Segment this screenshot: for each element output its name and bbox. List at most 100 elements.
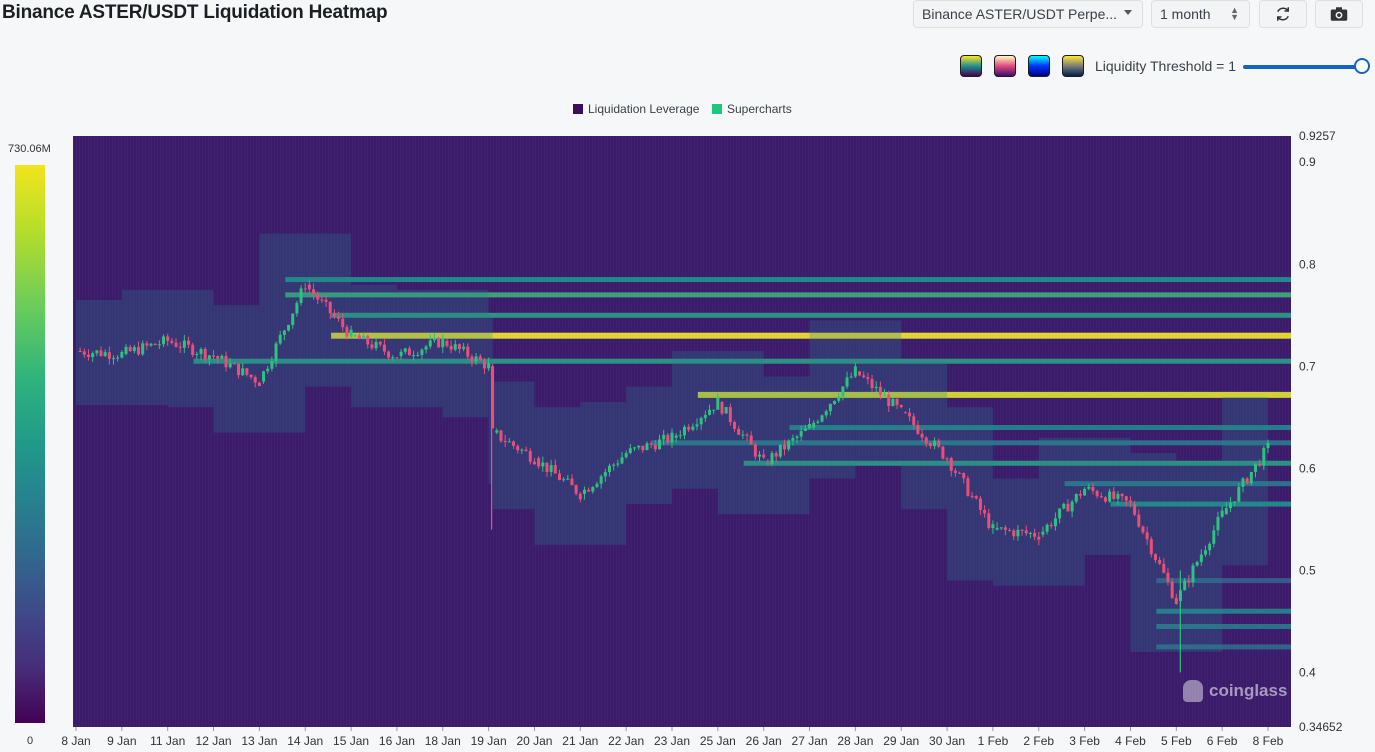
candle-body (1228, 502, 1232, 509)
candle-body (974, 496, 978, 499)
candle-body (612, 464, 616, 466)
candle-body (112, 358, 116, 360)
heatmap-texture-line (406, 136, 407, 727)
candle-body (503, 440, 507, 443)
heatmap-texture-line (955, 136, 956, 727)
heatmap-texture-line (835, 136, 836, 727)
heatmap-texture-line (1285, 136, 1286, 727)
liquidation-band (285, 277, 1291, 283)
colorbar (15, 165, 45, 723)
palette-viridis-button[interactable] (960, 55, 982, 77)
heatmap-texture-line (775, 136, 776, 727)
candle-body (991, 524, 995, 529)
heatmap-texture-line (1249, 136, 1250, 727)
heatmap-texture-line (250, 136, 251, 727)
heatmap-texture-line (484, 136, 485, 727)
heatmap-texture-line (631, 136, 632, 727)
candle-body (941, 446, 945, 459)
candle-body (78, 351, 82, 352)
candle-body (791, 438, 795, 441)
candle-body (91, 353, 95, 357)
candle-body (1016, 529, 1020, 537)
candle-body (466, 346, 470, 357)
heatmap-texture-line (1156, 136, 1157, 727)
heatmap-texture-line (1003, 136, 1004, 727)
period-select[interactable]: 1 month ▲ ▼ (1151, 0, 1250, 28)
liquidation-band (1156, 578, 1291, 584)
heatmap-texture-line (133, 136, 134, 727)
heatmap-texture-line (889, 136, 890, 727)
candle-body (632, 447, 636, 449)
refresh-icon (1277, 7, 1289, 21)
heatmap-texture-line (901, 136, 902, 727)
candle-body (837, 396, 841, 401)
candle-body (249, 374, 253, 378)
heatmap-texture-line (241, 136, 242, 727)
liquidation-band (1110, 501, 1291, 507)
liquidation-band (697, 391, 1291, 398)
heat-zone (167, 289, 214, 408)
heatmap-texture-line (1021, 136, 1022, 727)
heat-zone (580, 402, 627, 545)
heatmap-texture-line (1000, 136, 1001, 727)
candle-body (370, 344, 374, 349)
refresh-button[interactable] (1259, 0, 1307, 28)
heatmap-texture-line (778, 136, 779, 727)
heatmap-texture-line (1057, 136, 1058, 727)
legend-item-supercharts[interactable]: Supercharts (712, 102, 792, 116)
x-tick-label: 20 Jan (516, 734, 552, 748)
heatmap-texture-line (346, 136, 347, 727)
candle-body (574, 485, 578, 494)
heatmap-texture-line (571, 136, 572, 727)
x-tick-label: 21 Jan (562, 734, 598, 748)
candle-body (128, 346, 132, 352)
candle-body (591, 487, 595, 492)
y-tick-label: 0.9 (1299, 155, 1316, 169)
threshold-slider-knob[interactable] (1354, 58, 1370, 74)
candle-body (687, 426, 691, 430)
heatmap-texture-line (547, 136, 548, 727)
heat-zone (1222, 396, 1268, 566)
candle-body (1070, 501, 1074, 512)
heatmap-texture-line (781, 136, 782, 727)
candle-body (770, 453, 774, 464)
screenshot-button[interactable] (1315, 0, 1363, 28)
palette-magma-button[interactable] (994, 55, 1016, 77)
candle-body (824, 411, 828, 416)
threshold-slider-track[interactable] (1243, 65, 1361, 69)
heatmap-texture-line (1183, 136, 1184, 727)
x-tick-label: 14 Jan (287, 734, 323, 748)
candle-body (1145, 532, 1149, 540)
palette-cividis-button[interactable] (1062, 55, 1084, 77)
heatmap-texture-line (1255, 136, 1256, 727)
heatmap-texture-line (583, 136, 584, 727)
heatmap-texture-line (949, 136, 950, 727)
x-tick-label: 18 Jan (425, 734, 461, 748)
candle-body (191, 344, 195, 355)
heatmap-texture-line (832, 136, 833, 727)
candle-body (453, 344, 457, 350)
candle-body (874, 386, 878, 389)
heatmap-texture-line (841, 136, 842, 727)
heatmap-texture-line (1273, 136, 1274, 727)
pair-select[interactable]: Binance ASTER/USDT Perpe... (913, 0, 1143, 28)
heatmap-texture-line (385, 136, 386, 727)
y-tick-label: 0.9257 (1299, 129, 1336, 143)
heatmap-texture-line (703, 136, 704, 727)
heatmap-texture-line (190, 136, 191, 727)
heatmap-texture-line (1081, 136, 1082, 727)
legend-item-liquidation-leverage[interactable]: Liquidation Leverage (573, 102, 699, 116)
candle-body (124, 346, 128, 355)
x-tick-label: 8 Jan (61, 734, 90, 748)
heatmap-texture-line (568, 136, 569, 727)
candle-body (87, 354, 91, 357)
heatmap-texture-line (1072, 136, 1073, 727)
candle-body (866, 377, 870, 380)
x-tick-label: 2 Feb (1023, 734, 1054, 748)
y-tick-label: 0.7 (1299, 359, 1316, 373)
candle-body (295, 303, 299, 314)
heatmap-texture-line (289, 136, 290, 727)
heatmap-texture-line (271, 136, 272, 727)
palette-jet-button[interactable] (1028, 55, 1050, 77)
